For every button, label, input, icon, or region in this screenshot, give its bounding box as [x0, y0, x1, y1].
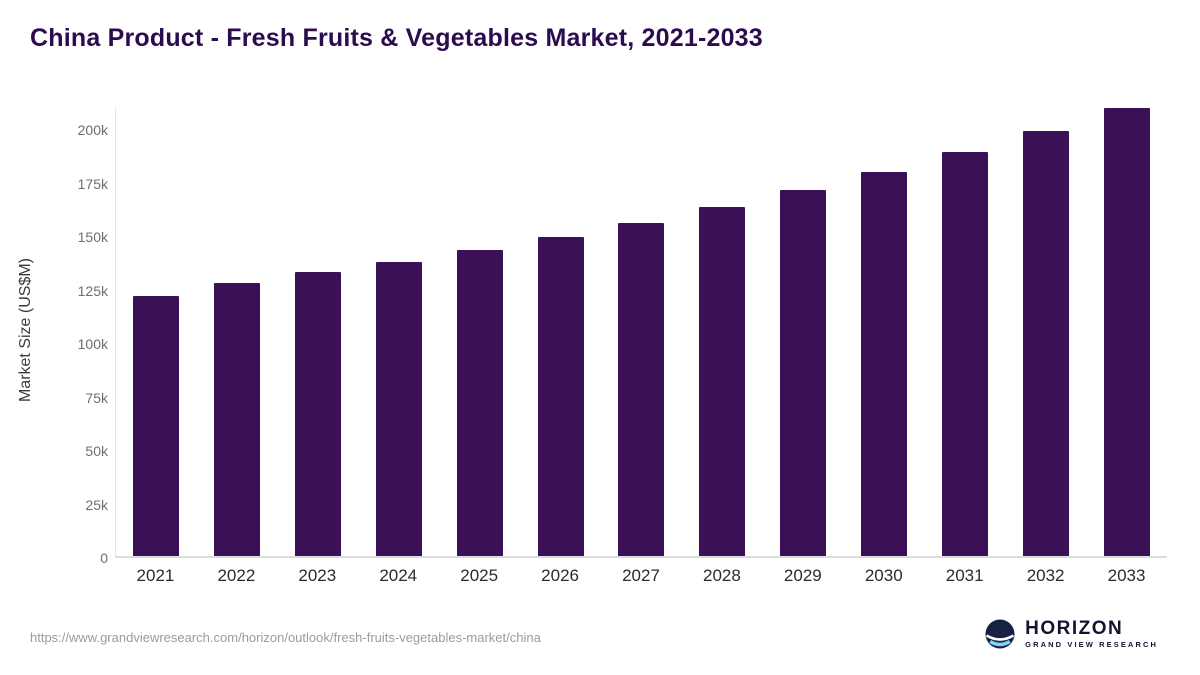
x-label-2033: 2033 [1107, 566, 1146, 585]
y-tick-125k: 125k [77, 282, 108, 299]
chart-title: China Product - Fresh Fruits & Vegetable… [30, 24, 763, 52]
bar-slot-2023 [278, 108, 359, 556]
x-label-2030: 2030 [864, 566, 903, 585]
y-tick-150k: 150k [77, 229, 108, 245]
y-tick-75k: 75k [85, 389, 108, 406]
bar-slot-2024 [359, 108, 440, 556]
bar-2030 [861, 171, 908, 556]
plot-area [115, 107, 1167, 558]
bar-2025 [456, 249, 503, 556]
bar-2022 [214, 283, 261, 556]
x-label-2023: 2023 [298, 566, 337, 585]
source-url: https://www.grandviewresearch.com/horizo… [30, 630, 541, 645]
bar-slot-2031 [924, 108, 1005, 556]
bar-2031 [941, 151, 988, 556]
bar-2032 [1022, 131, 1069, 556]
x-label-2026: 2026 [541, 566, 579, 585]
y-axis-ticks: 0 25k 50k 75k 100k 125k 150k 175k 200k [30, 108, 108, 566]
x-label-2032: 2032 [1026, 566, 1065, 585]
bar-slot-2026 [520, 108, 601, 556]
bar-slot-2022 [197, 108, 278, 556]
x-label-2031: 2031 [945, 566, 984, 585]
bar-slot-2028 [682, 108, 763, 556]
bar-slot-2025 [439, 108, 520, 556]
bar-2029 [780, 190, 827, 556]
x-label-2024: 2024 [379, 566, 418, 585]
bar-2021 [133, 296, 180, 556]
x-label-2021: 2021 [136, 566, 175, 585]
x-axis-labels: 2021 2022 2023 2024 2025 2026 2027 2028 2029 2030… [115, 566, 1167, 586]
y-tick-100k: 100k [77, 336, 108, 352]
brand-text: HORIZON GRAND VIEW RESEARCH [1025, 619, 1158, 649]
bar-2033 [1103, 107, 1150, 556]
bar-slot-2030 [844, 108, 925, 556]
bar-2023 [295, 272, 342, 556]
y-tick-25k: 25k [85, 496, 108, 513]
bar-slot-2021 [116, 108, 197, 556]
bar-slot-2033 [1086, 107, 1167, 556]
bar-slot-2032 [1005, 108, 1086, 556]
x-label-2028: 2028 [703, 566, 741, 585]
brand-name: HORIZON [1025, 618, 1124, 640]
x-label-2025: 2025 [460, 566, 499, 585]
x-label-2027: 2027 [622, 566, 660, 585]
y-tick-50k: 50k [85, 443, 108, 459]
bar-2028 [699, 207, 746, 556]
y-tick-0: 0 [100, 550, 108, 566]
brand-subtitle: GRAND VIEW RESEARCH [1025, 640, 1158, 650]
bar-slot-2029 [763, 108, 844, 556]
bar-slot-2027 [601, 108, 682, 556]
x-label-2029: 2029 [783, 566, 822, 585]
bar-series [116, 107, 1167, 556]
horizon-logo-icon [985, 619, 1015, 649]
bar-2027 [618, 223, 665, 556]
brand-logo: HORIZON GRAND VIEW RESEARCH [984, 618, 1158, 650]
bar-2024 [375, 261, 422, 556]
x-label-2022: 2022 [217, 566, 256, 585]
bar-2026 [537, 237, 584, 556]
y-tick-200k: 200k [77, 122, 108, 138]
y-tick-175k: 175k [77, 175, 108, 192]
